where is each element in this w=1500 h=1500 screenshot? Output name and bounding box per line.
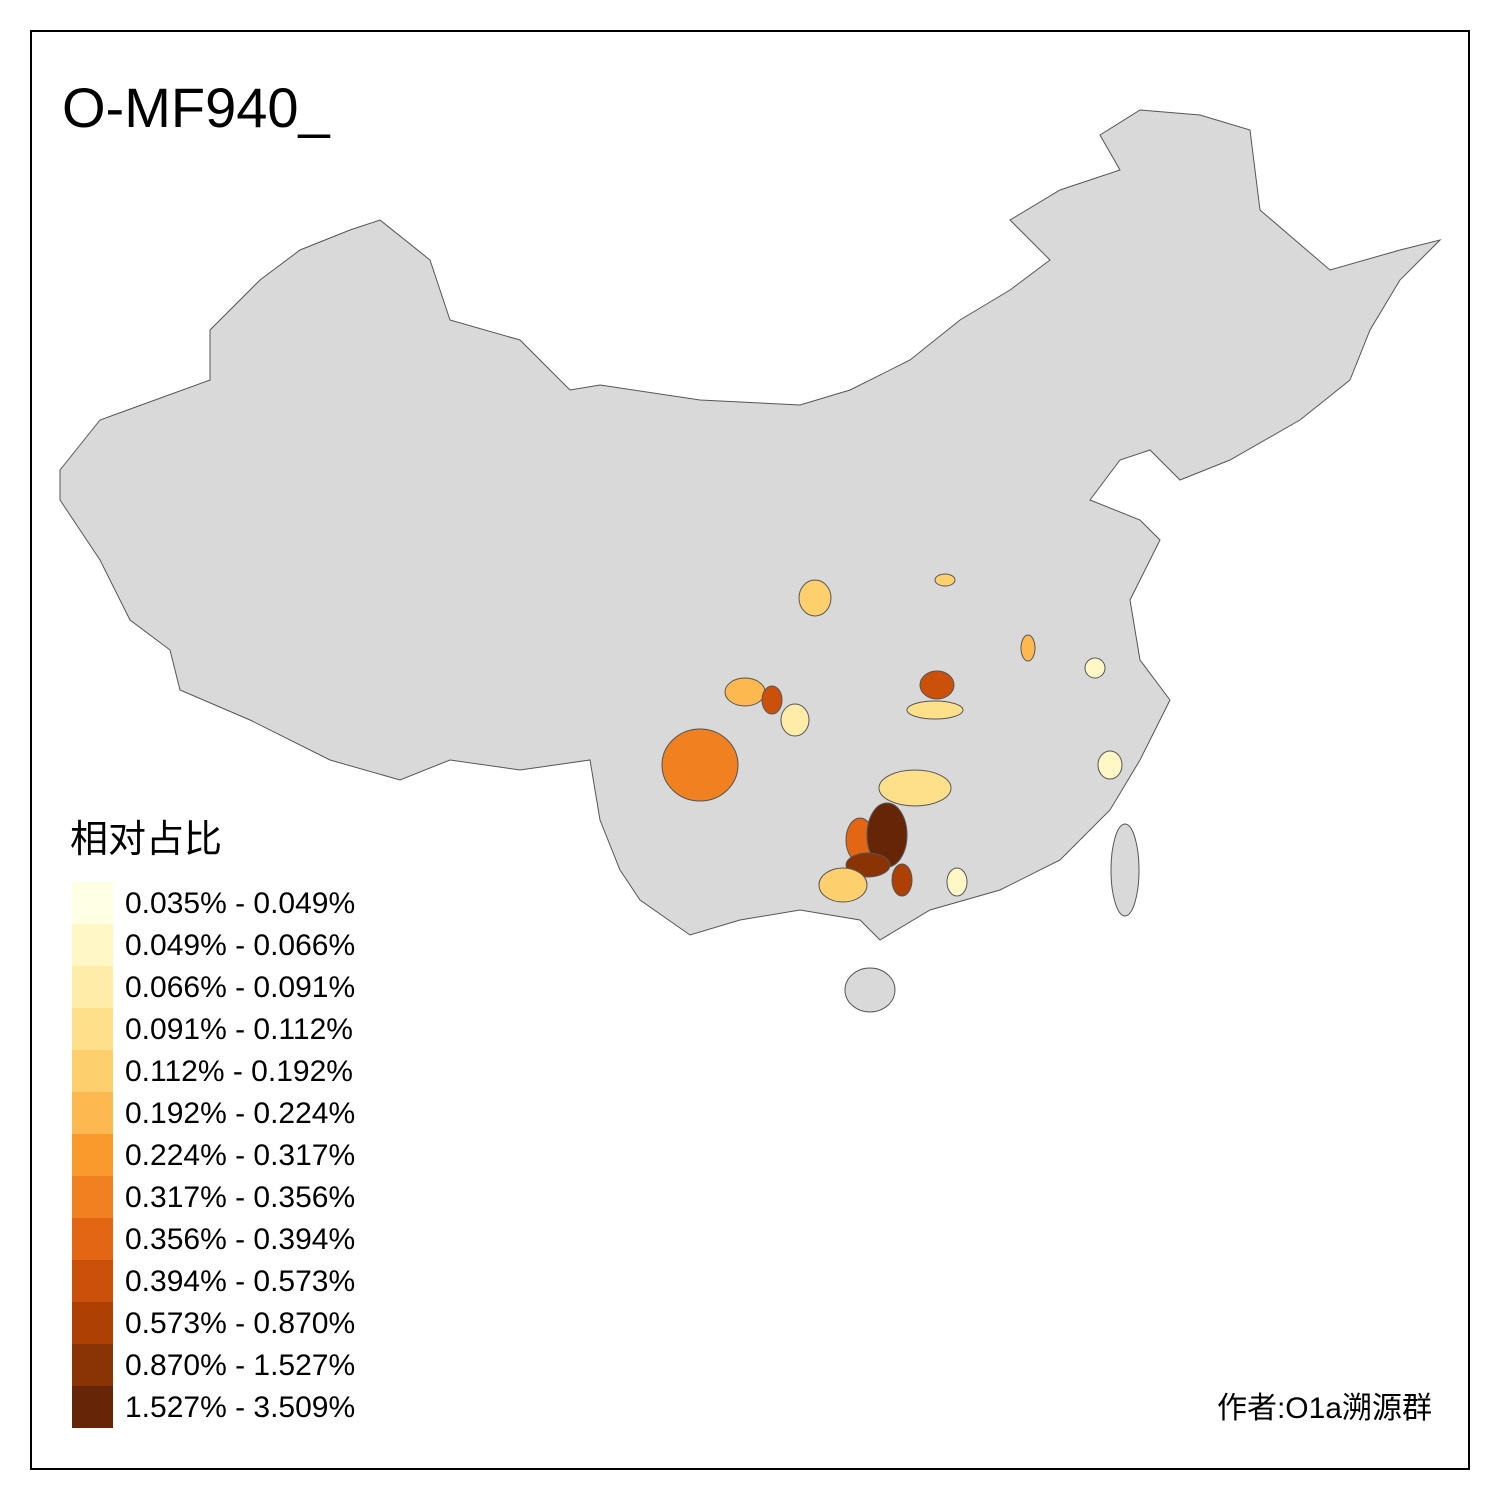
region [724, 677, 766, 707]
legend-label: 0.356% - 0.394% [125, 1223, 355, 1256]
legend-swatch [72, 1302, 113, 1344]
legend-swatch [72, 1344, 113, 1386]
legend-swatch [72, 882, 113, 924]
island [844, 967, 896, 1013]
legend-label: 0.192% - 0.224% [125, 1097, 355, 1130]
legend-swatch [72, 1176, 113, 1218]
legend-label: 0.091% - 0.112% [125, 1013, 353, 1046]
legend-label: 0.112% - 0.192% [125, 1055, 353, 1088]
legend-label: 0.049% - 0.066% [125, 929, 355, 962]
legend-label: 0.573% - 0.870% [125, 1307, 355, 1340]
region [919, 670, 955, 700]
region [798, 579, 832, 617]
legend-label: 0.035% - 0.049% [125, 887, 355, 920]
region [946, 867, 968, 897]
legend-swatch [72, 1218, 113, 1260]
island [1110, 823, 1140, 917]
region [891, 863, 913, 897]
region [761, 685, 783, 715]
legend-swatch [72, 924, 113, 966]
map-title: O-MF940_ [62, 76, 330, 139]
legend-title: 相对占比 [70, 819, 222, 861]
region [780, 703, 810, 737]
legend-swatch [72, 1260, 113, 1302]
region [1020, 634, 1036, 662]
region [1084, 657, 1106, 679]
legend-swatch [72, 1008, 113, 1050]
legend-label: 0.224% - 0.317% [125, 1139, 355, 1172]
legend-label: 1.527% - 3.509% [125, 1391, 355, 1424]
legend-swatch [72, 1386, 113, 1428]
region [661, 728, 739, 802]
legend-swatch [72, 966, 113, 1008]
legend-label: 0.317% - 0.356% [125, 1181, 355, 1214]
legend-swatch [72, 1092, 113, 1134]
legend-label: 0.066% - 0.091% [125, 971, 355, 1004]
legend: 0.035% - 0.049% 0.049% - 0.066% 0.066% - 0… [72, 882, 355, 1428]
legend-swatch [72, 1134, 113, 1176]
region [906, 700, 964, 720]
credit: 作者:O1a溯源群 [1217, 1392, 1432, 1425]
region [1097, 750, 1123, 780]
region [818, 867, 868, 903]
regions [661, 573, 1123, 903]
legend-swatch [72, 1050, 113, 1092]
legend-label: 0.870% - 1.527% [125, 1349, 355, 1382]
region [878, 769, 952, 807]
country-outline [59, 109, 1442, 941]
legend-label: 0.394% - 0.573% [125, 1265, 355, 1298]
region [934, 573, 956, 587]
